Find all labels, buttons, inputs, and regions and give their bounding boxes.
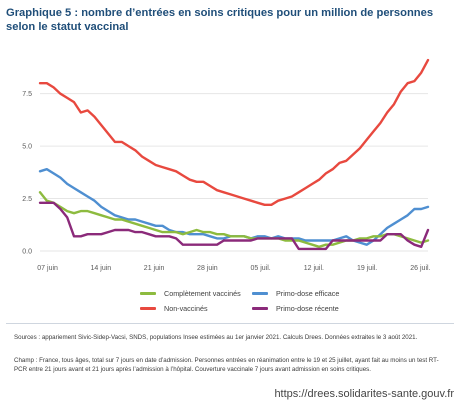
- legend-swatch: [140, 292, 156, 295]
- y-tick-label: 5.0: [22, 144, 32, 151]
- y-tick-label: 2.5: [22, 196, 32, 203]
- series-line-primo-dose-recente: [38, 201, 430, 251]
- legend-label: Primo-dose efficace: [276, 289, 340, 298]
- y-tick-label: 7.5: [22, 91, 32, 98]
- legend-swatch: [252, 292, 268, 295]
- x-tick-label: 07 juin: [37, 265, 58, 272]
- legend-item-non-vaccines: Non-vaccinés: [140, 304, 208, 313]
- footer-url[interactable]: https://drees.solidarites-sante.gouv.fr: [274, 388, 454, 400]
- x-tick-label: 19 juil.: [357, 265, 377, 272]
- x-tick-label: 14 juin: [91, 265, 112, 272]
- legend-label: Primo-dose récente: [276, 304, 339, 313]
- series-line-completement-vaccines: [38, 191, 430, 249]
- legend-item-primo-dose-recente: Primo-dose récente: [252, 304, 339, 313]
- sources-note: Sources : appariement Sivic-Sidep-Vacsi,…: [14, 334, 418, 341]
- champ-note: Champ : France, tous âges, total sur 7 j…: [14, 357, 439, 373]
- legend-label: Complètement vaccinés: [164, 289, 241, 298]
- x-tick-label: 12 juil.: [304, 265, 324, 272]
- legend-label: Non-vaccinés: [164, 304, 208, 313]
- chart-title: Graphique 5 : nombre d’entrées en soins …: [6, 7, 434, 33]
- legend-swatch: [252, 307, 268, 310]
- series-line-non-vaccines: [38, 58, 430, 207]
- x-tick-label: 21 juin: [144, 265, 165, 272]
- legend-item-completement-vaccines: Complètement vaccinés: [140, 289, 241, 298]
- legend-item-primo-dose-efficace: Primo-dose efficace: [252, 289, 339, 298]
- legend-swatch: [140, 307, 156, 310]
- line-chart: 0.0 2.5 5.0 7.5 07 juin 14 juin 21 juin 28 juin…: [22, 58, 431, 272]
- divider: [6, 323, 454, 324]
- x-tick-label: 28 juin: [197, 265, 218, 272]
- x-tick-label: 05 juil.: [251, 265, 271, 272]
- y-tick-label: 0.0: [22, 249, 32, 256]
- x-tick-label: 26 juil.: [410, 265, 430, 272]
